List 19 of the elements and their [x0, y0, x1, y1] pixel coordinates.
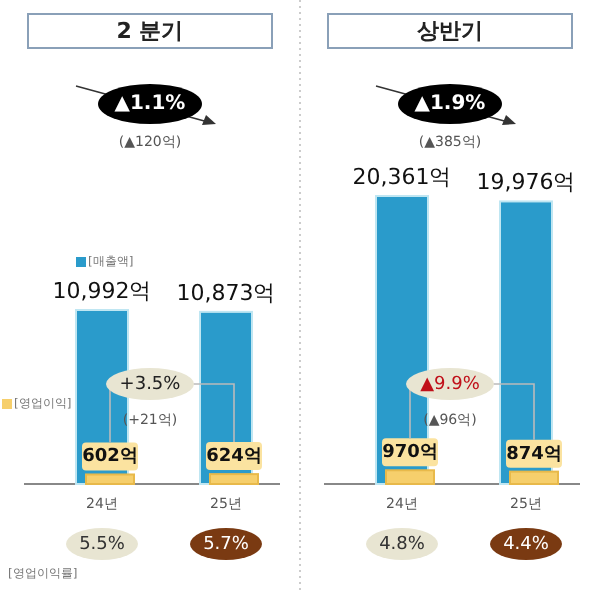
chart-title: 상반기 [417, 18, 483, 45]
data-label: 624억 [206, 447, 262, 468]
annotation: +3.5% [119, 374, 182, 395]
data-label: 10,992억 [52, 278, 152, 305]
text: 4.8% [379, 534, 426, 555]
data-label: 970억 [382, 443, 438, 464]
data-label: 602억 [82, 447, 138, 468]
text: 5.5% [79, 534, 126, 555]
bar [209, 473, 259, 485]
data-label: 20,361억 [352, 164, 452, 191]
text: ▲1.1% [114, 93, 186, 116]
text: 5.7% [203, 534, 250, 555]
data-label: 874억 [506, 444, 562, 465]
text: 4.4% [503, 534, 550, 555]
chart-title: 2 분기 [116, 18, 184, 45]
text: ▲1.9% [414, 93, 486, 116]
data-label: 19,976억 [476, 169, 576, 196]
data-label: 10,873억 [176, 279, 276, 306]
annotation: ▲9.9% [420, 374, 481, 395]
